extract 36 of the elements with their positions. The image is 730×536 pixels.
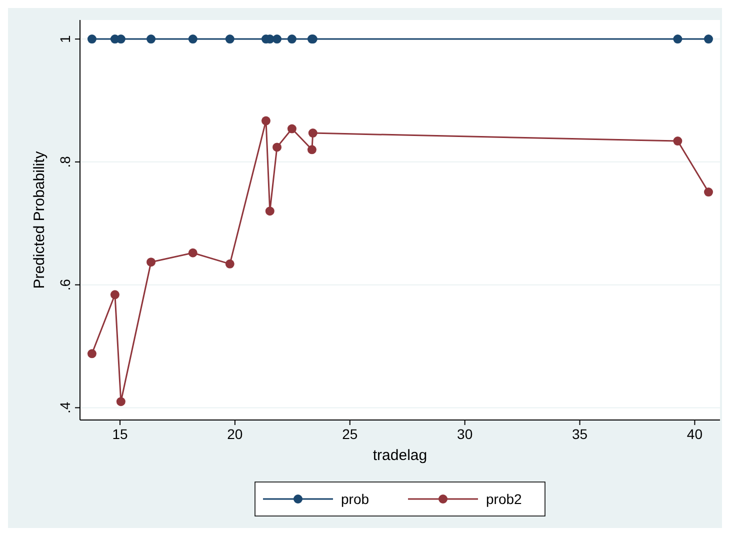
point (272, 34, 282, 44)
point (287, 34, 296, 44)
x-tick-label: 40 (686, 426, 703, 442)
point (307, 145, 316, 154)
y-tick-label: 1 (57, 34, 73, 43)
point (110, 290, 120, 300)
y-axis-title: Predicted Probability (31, 150, 48, 289)
point (116, 397, 126, 406)
x-tick-label: 30 (457, 426, 473, 442)
y-tick-label: .4 (57, 402, 73, 414)
legend-label: prob2 (486, 491, 522, 507)
point (308, 128, 318, 138)
y-tick-label: .8 (57, 156, 73, 168)
point (261, 116, 270, 126)
point (673, 136, 682, 146)
point (188, 34, 198, 44)
x-tick-label: 20 (227, 426, 243, 442)
x-tick-label: 15 (112, 426, 128, 442)
point (673, 34, 682, 44)
point (146, 34, 156, 44)
point (704, 34, 714, 44)
legend-label: prob (341, 491, 370, 507)
point (87, 349, 96, 358)
point (704, 188, 714, 197)
point (188, 248, 198, 258)
point (265, 206, 274, 216)
point (225, 34, 234, 44)
x-tick-label: 35 (572, 426, 588, 442)
point (225, 259, 234, 268)
point (87, 34, 96, 44)
x-tick-label: 25 (342, 426, 358, 442)
x-axis-title: tradelag (372, 447, 428, 464)
point (287, 124, 296, 134)
point (272, 142, 282, 152)
point (146, 258, 156, 267)
y-tick-label: .6 (57, 278, 73, 291)
